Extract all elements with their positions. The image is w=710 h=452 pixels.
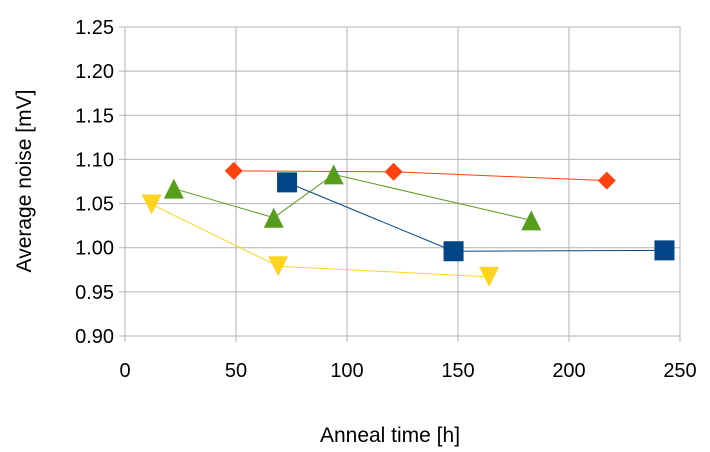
y-tick-label: 1.00 [75, 238, 114, 260]
y-tick-label: 1.05 [75, 194, 114, 216]
series-3-point [654, 240, 675, 261]
series-4-point [268, 256, 289, 277]
series-layer [141, 161, 675, 287]
x-tick-label: 200 [552, 360, 585, 382]
series-3-point [277, 172, 298, 193]
series-1-point [224, 161, 243, 180]
series-4 [141, 194, 500, 287]
series-2-point [263, 207, 284, 228]
series-1-point [384, 162, 403, 181]
series-1-point [597, 171, 616, 190]
series-3-point [443, 241, 464, 262]
series-2-point [521, 210, 542, 231]
tick-labels: 0.90 0.95 1.00 1.05 1.10 1.15 1.20 1.25 0 50 100 15… [75, 17, 697, 382]
x-tick-label: 50 [225, 360, 247, 382]
x-tick-label: 0 [119, 360, 130, 382]
series-2-line [173, 173, 532, 221]
series-2-point [323, 164, 344, 185]
x-tick-label: 150 [441, 360, 474, 382]
series-2 [163, 164, 542, 231]
series-2-point [163, 178, 184, 199]
x-axis-title: Anneal time [h] [320, 424, 460, 447]
series-3 [277, 172, 675, 262]
series-1 [224, 161, 616, 190]
y-tick-label: 0.95 [75, 282, 114, 304]
series-4-point [479, 266, 500, 287]
y-tick-label: 1.25 [75, 17, 114, 39]
series-4-point [141, 194, 162, 215]
plot-area-border [124, 26, 681, 337]
y-axis-title: Average noise [mV] [13, 90, 36, 273]
y-tick-label: 0.90 [75, 326, 114, 348]
y-tick-label: 1.10 [75, 149, 114, 171]
x-tick-label: 250 [663, 360, 696, 382]
y-tick-label: 1.15 [75, 105, 114, 127]
y-tick-label: 1.20 [75, 61, 114, 83]
axes [119, 26, 681, 342]
x-tick-label: 100 [330, 360, 363, 382]
